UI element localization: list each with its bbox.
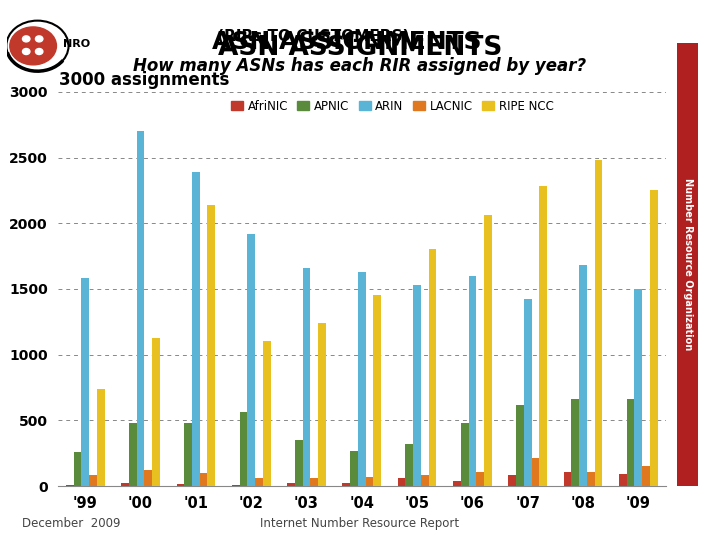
Bar — [255, 478, 263, 486]
Text: NRO: NRO — [63, 39, 90, 50]
Circle shape — [35, 49, 43, 55]
Bar — [97, 389, 104, 486]
Bar — [287, 483, 295, 486]
Bar — [650, 191, 657, 486]
Bar — [564, 471, 572, 486]
Bar — [484, 215, 492, 486]
Bar — [350, 450, 358, 486]
Text: (RIRs TO CUSTOMERS): (RIRs TO CUSTOMERS) — [212, 29, 410, 44]
Bar — [421, 476, 428, 486]
Bar — [263, 341, 271, 486]
Text: December  2009: December 2009 — [22, 517, 120, 530]
Bar — [81, 279, 89, 486]
Text: Number Resource Organization: Number Resource Organization — [683, 179, 693, 350]
Bar — [152, 338, 160, 486]
Bar — [247, 234, 255, 486]
Bar — [405, 444, 413, 486]
Bar — [469, 276, 477, 486]
Bar — [358, 272, 366, 486]
Bar — [73, 452, 81, 486]
Bar — [89, 476, 97, 486]
Legend: AfriNIC, APNIC, ARIN, LACNIC, RIPE NCC: AfriNIC, APNIC, ARIN, LACNIC, RIPE NCC — [231, 100, 554, 113]
Bar — [240, 413, 247, 486]
Bar — [295, 440, 302, 486]
Bar — [232, 485, 240, 486]
Bar — [587, 471, 595, 486]
Circle shape — [10, 27, 56, 65]
Bar — [129, 423, 137, 486]
Bar — [318, 323, 326, 486]
Bar — [579, 265, 587, 486]
Bar — [374, 295, 381, 486]
Bar — [524, 299, 531, 486]
Bar — [302, 268, 310, 486]
Bar — [413, 285, 421, 486]
Bar — [642, 467, 650, 486]
Bar — [428, 249, 436, 486]
Bar — [310, 478, 318, 486]
Bar — [453, 481, 461, 486]
Text: ASN ASSIGNMENTS: ASN ASSIGNMENTS — [218, 35, 502, 61]
Bar — [176, 484, 184, 486]
Bar — [461, 423, 469, 486]
Bar — [207, 205, 215, 486]
Bar — [595, 160, 603, 486]
Bar — [184, 423, 192, 486]
Circle shape — [22, 49, 30, 55]
Bar — [477, 471, 484, 486]
Bar — [199, 473, 207, 486]
Bar — [626, 399, 634, 486]
Bar — [121, 483, 129, 486]
Bar — [145, 470, 152, 486]
Bar — [343, 483, 350, 486]
Bar — [634, 289, 642, 486]
Bar — [619, 474, 626, 486]
Text: How many ASNs has each RIR assigned by year?: How many ASNs has each RIR assigned by y… — [133, 57, 587, 75]
Circle shape — [22, 36, 30, 42]
Bar — [397, 478, 405, 486]
Bar — [137, 131, 145, 486]
Bar — [531, 458, 539, 486]
Bar — [572, 399, 579, 486]
Bar — [66, 485, 73, 486]
Text: ASN ASSIGNMENTS: ASN ASSIGNMENTS — [218, 35, 502, 61]
Bar — [192, 172, 199, 486]
Bar — [539, 186, 547, 486]
Text: Internet Number Resource Report: Internet Number Resource Report — [261, 517, 459, 530]
Bar — [366, 477, 374, 486]
Bar — [516, 404, 524, 486]
Text: ASN ASSIGNMENTS: ASN ASSIGNMENTS — [212, 30, 482, 53]
Text: 3000 assignments: 3000 assignments — [59, 71, 229, 89]
Bar — [508, 476, 516, 486]
Circle shape — [35, 36, 43, 42]
